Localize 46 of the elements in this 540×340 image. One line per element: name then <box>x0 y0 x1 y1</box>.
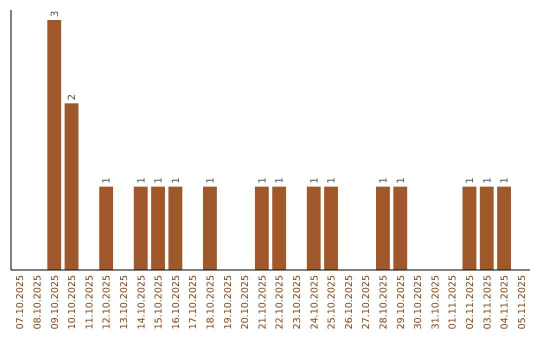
data-label: 1 <box>274 177 286 184</box>
data-label: 1 <box>170 177 182 184</box>
data-label: 1 <box>482 177 494 184</box>
x-tick-label: 22.10.2025 <box>274 275 286 330</box>
x-tick-label: 16.10.2025 <box>170 275 182 330</box>
data-label: 1 <box>205 177 216 184</box>
data-label: 1 <box>378 177 390 184</box>
data-label: 1 <box>257 177 268 184</box>
x-tick-label: 14.10.2025 <box>136 275 148 330</box>
data-label: 1 <box>396 177 407 184</box>
data-label: 1 <box>154 177 165 184</box>
x-tick-label: 02.11.2025 <box>464 275 476 330</box>
x-tick-label: 30.10.2025 <box>413 275 424 330</box>
x-tick-label: 29.10.2025 <box>396 275 407 330</box>
data-label: 2 <box>67 94 78 100</box>
x-tick-label: 24.10.2025 <box>309 275 320 330</box>
data-label: 1 <box>500 177 511 184</box>
x-tick-label: 09.10.2025 <box>50 275 61 330</box>
data-label: 1 <box>464 177 476 184</box>
data-label: 3 <box>50 10 61 17</box>
x-tick-label: 21.10.2025 <box>257 275 268 330</box>
x-tick-label: 20.10.2025 <box>240 275 252 330</box>
x-tick-label: 13.10.2025 <box>118 275 130 330</box>
x-tick-label: 31.10.2025 <box>430 275 442 330</box>
x-tick-label: 12.10.2025 <box>102 275 113 330</box>
data-label: 1 <box>102 177 113 184</box>
x-tick-label: 23.10.2025 <box>292 275 303 330</box>
x-tick-label: 11.10.2025 <box>84 275 96 330</box>
x-tick-label: 01.11.2025 <box>448 275 459 330</box>
x-tick-label: 08.10.2025 <box>32 275 44 330</box>
x-tick-label: 26.10.2025 <box>344 275 355 330</box>
x-tick-label: 19.10.2025 <box>222 275 234 330</box>
x-tick-label: 27.10.2025 <box>361 275 372 330</box>
x-tick-label: 03.11.2025 <box>482 275 494 330</box>
x-tick-label: 05.11.2025 <box>516 275 528 330</box>
x-tick-label: 15.10.2025 <box>154 275 165 330</box>
x-tick-label: 25.10.2025 <box>326 275 338 330</box>
x-tick-label: 17.10.2025 <box>188 275 200 330</box>
data-label: 1 <box>136 177 148 184</box>
x-tick-label: 18.10.2025 <box>205 275 216 330</box>
x-tick-label: 07.10.2025 <box>15 275 26 330</box>
data-label: 1 <box>326 177 338 184</box>
x-tick-label: 04.11.2025 <box>500 275 511 330</box>
data-label: 1 <box>309 177 320 184</box>
x-tick-label: 10.10.2025 <box>67 275 78 330</box>
x-tick-label: 28.10.2025 <box>378 275 390 330</box>
